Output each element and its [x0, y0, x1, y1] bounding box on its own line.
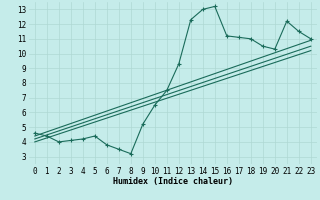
- X-axis label: Humidex (Indice chaleur): Humidex (Indice chaleur): [113, 177, 233, 186]
